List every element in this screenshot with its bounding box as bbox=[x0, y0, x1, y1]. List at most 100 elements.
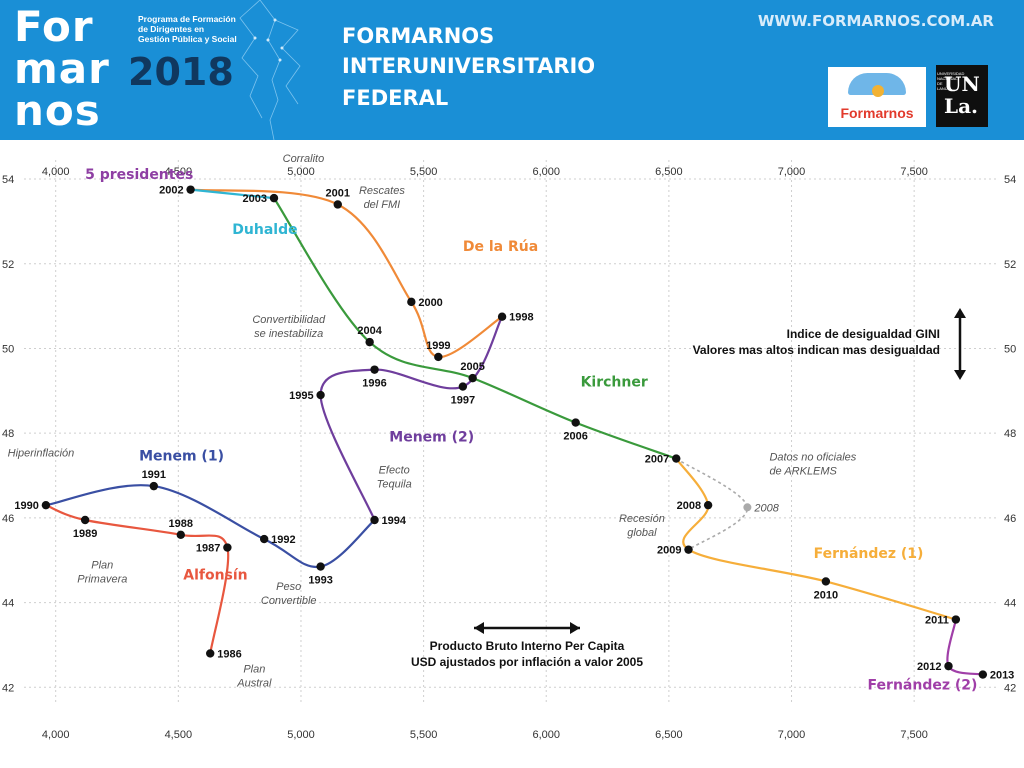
unla-logo-side-text: UNIVERSIDAD NACIONAL DE LANÚS bbox=[937, 71, 965, 91]
year-label: 2009 bbox=[657, 545, 681, 557]
y-tick-label-left: 48 bbox=[2, 428, 14, 440]
y-tick-label-left: 52 bbox=[2, 259, 14, 271]
y-tick-label-right: 52 bbox=[1004, 259, 1016, 271]
x-axis-label: Producto Bruto Interno Per Capita USD aj… bbox=[411, 622, 643, 669]
data-point bbox=[684, 545, 693, 554]
year-label: 2004 bbox=[357, 325, 382, 337]
year-label: 1996 bbox=[362, 378, 386, 390]
chart-points bbox=[41, 185, 988, 679]
year-label: 1987 bbox=[196, 543, 220, 555]
data-point bbox=[333, 200, 342, 209]
y-tick-label-left: 54 bbox=[2, 174, 14, 186]
gini-gdp-chart: 4,000 4,000 4,500 4,500 5,000 5,000 5,500 5,500… bbox=[0, 140, 1024, 768]
year-label: 2010 bbox=[814, 589, 838, 601]
series-label: Fernández (2) bbox=[868, 677, 978, 693]
data-point bbox=[41, 500, 51, 510]
year-label: 1986 bbox=[217, 648, 241, 660]
year-label: 1988 bbox=[169, 518, 193, 530]
brand-year: 2018 bbox=[128, 50, 234, 94]
series-line bbox=[190, 188, 275, 200]
unla-logo-text-top: UN bbox=[944, 72, 980, 96]
data-point bbox=[269, 193, 279, 203]
year-label: 2008 bbox=[677, 500, 701, 512]
unofficial-point bbox=[743, 503, 752, 512]
formarnos-logo-text: Formarnos bbox=[840, 105, 914, 121]
program-title-line3: FEDERAL bbox=[342, 86, 449, 110]
y-tick-label-right: 44 bbox=[1004, 598, 1016, 610]
chart-grid bbox=[24, 160, 998, 705]
series-label: Alfonsín bbox=[183, 567, 247, 583]
chart-canvas: 4,000 4,000 4,500 4,500 5,000 5,000 5,500 5,500… bbox=[2, 153, 1016, 741]
header-banner: For mar nos 2018 Programa de Formación d… bbox=[0, 0, 1024, 140]
x-axis-label-line1: Producto Bruto Interno Per Capita bbox=[430, 639, 625, 653]
data-point bbox=[458, 382, 468, 391]
chart-labels: Alfonsín Menem (1) Menem (2) De la Rúa 5 pre… bbox=[8, 153, 1015, 693]
annotation-text: Peso bbox=[276, 581, 301, 593]
y-tick-label-right: 50 bbox=[1004, 343, 1016, 355]
annotation-text: Hiperinflación bbox=[8, 447, 75, 459]
y-tick-label-left: 44 bbox=[2, 598, 14, 610]
data-point bbox=[821, 577, 831, 586]
y-tick-label-right: 54 bbox=[1004, 174, 1016, 186]
brand-text-line2: mar bbox=[14, 44, 110, 93]
y-tick-label-left: 50 bbox=[2, 343, 14, 355]
x-tick-label-top: 5,000 bbox=[287, 166, 315, 178]
series-label: Menem (1) bbox=[139, 449, 224, 465]
y-axis-label: Indice de desigualdad GINI Valores mas a… bbox=[693, 308, 966, 380]
annotation-text: Rescates bbox=[359, 185, 405, 197]
unla-logo-letters: UN La. bbox=[944, 73, 980, 117]
formarnos-logo: Formarnos bbox=[828, 67, 926, 127]
x-tick-label-top: 7,500 bbox=[900, 166, 928, 178]
annotation-text: Convertibilidad bbox=[252, 314, 326, 326]
data-point bbox=[149, 481, 159, 491]
data-point bbox=[497, 312, 507, 321]
year-label: 1995 bbox=[289, 390, 313, 402]
x-axis-label-line2: USD ajustados por inflación a valor 2005 bbox=[411, 655, 643, 669]
year-label: 2002 bbox=[159, 185, 183, 197]
website-link[interactable]: WWW.FORMARNOS.COM.AR bbox=[757, 12, 994, 30]
x-tick-label-bottom: 6,500 bbox=[655, 729, 683, 741]
unofficial-year-label: 2008 bbox=[753, 502, 779, 514]
data-point bbox=[80, 515, 90, 525]
chart-axes: 4,000 4,000 4,500 4,500 5,000 5,000 5,500 5,500… bbox=[2, 166, 1016, 741]
series-label: Kirchner bbox=[581, 375, 648, 391]
annotation-text: Efecto bbox=[379, 464, 410, 476]
year-label: 1999 bbox=[426, 340, 450, 352]
year-label: 1992 bbox=[271, 534, 295, 546]
x-tick-label-bottom: 7,500 bbox=[900, 729, 928, 741]
year-label: 2006 bbox=[563, 431, 587, 443]
brand-text-line3: nos bbox=[14, 86, 101, 135]
annotation-text: Primavera bbox=[77, 574, 127, 586]
data-point bbox=[951, 615, 961, 624]
annotation-text: Austral bbox=[236, 677, 272, 689]
x-tick-label-top: 5,500 bbox=[410, 166, 438, 178]
brand-text-line1: For bbox=[14, 2, 94, 51]
data-point bbox=[316, 390, 325, 400]
series-label: Duhalde bbox=[232, 222, 297, 238]
program-title-line2: INTERUNIVERSITARIO bbox=[342, 54, 596, 78]
data-point bbox=[316, 562, 325, 571]
data-point bbox=[944, 661, 953, 671]
unofficial-note-line1: Datos no oficiales bbox=[769, 452, 856, 464]
unla-logo-text-bottom: La. bbox=[944, 94, 978, 118]
unofficial-note-line2: de ARKLEMS bbox=[769, 466, 837, 478]
data-point bbox=[206, 649, 215, 658]
annotation-text: Convertible bbox=[261, 595, 317, 607]
annotation-text: Recesión bbox=[619, 513, 665, 525]
year-label: 1991 bbox=[142, 469, 166, 481]
series-line bbox=[946, 619, 984, 676]
year-label: 2012 bbox=[917, 661, 941, 673]
year-label: 1990 bbox=[14, 500, 38, 512]
x-tick-label-top: 4,000 bbox=[42, 166, 70, 178]
series-label: Fernández (1) bbox=[814, 546, 924, 562]
series-label: De la Rúa bbox=[463, 239, 538, 255]
argentina-map-graphic bbox=[239, 0, 301, 140]
series-label: Menem (2) bbox=[389, 430, 474, 446]
annotation-text: Plan bbox=[91, 560, 113, 572]
year-label: 2003 bbox=[243, 193, 267, 205]
year-label: 1993 bbox=[308, 575, 332, 587]
year-label: 2001 bbox=[326, 187, 350, 199]
year-label: 2013 bbox=[990, 670, 1014, 682]
x-tick-label-top: 4,500 bbox=[165, 166, 193, 178]
brand-subtitle: Programa de Formación de Dirigentes en G… bbox=[138, 14, 237, 44]
